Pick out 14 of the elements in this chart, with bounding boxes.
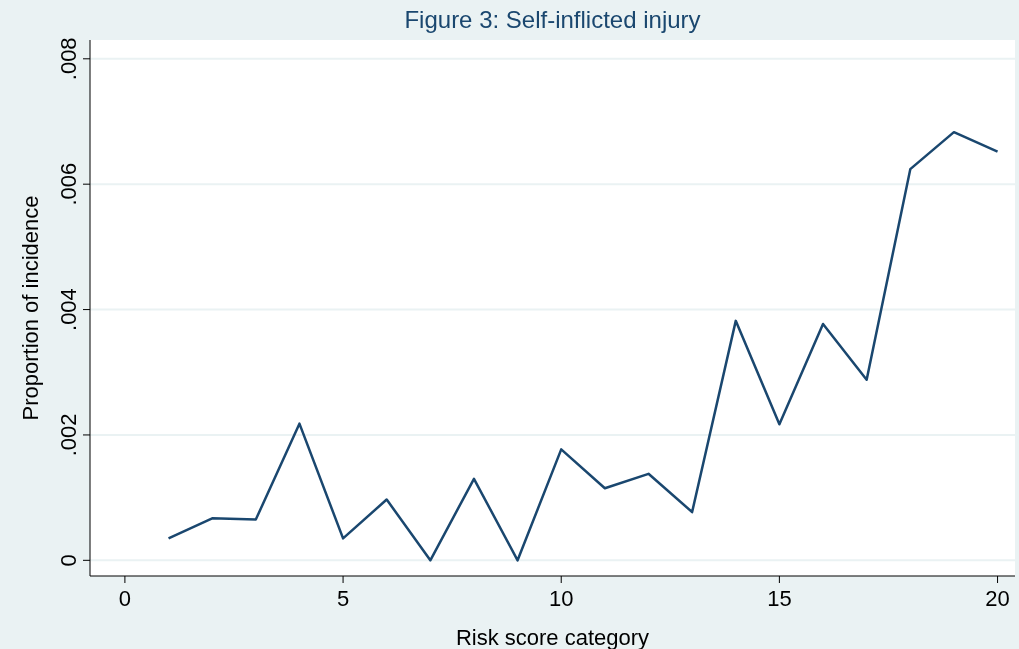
y-axis-title: Proportion of incidence — [18, 195, 43, 421]
x-tick-label: 20 — [985, 586, 1010, 611]
y-tick-label: 0 — [56, 554, 81, 567]
x-axis-title: Risk score category — [455, 625, 650, 649]
line-series — [167, 130, 999, 562]
y-tick-label: .008 — [56, 37, 81, 81]
y-tick-label: .006 — [56, 162, 81, 206]
x-tick-label: 10 — [548, 586, 574, 611]
x-tick-label: 15 — [767, 586, 792, 611]
y-tick-label: .004 — [56, 288, 81, 331]
y-tick-label: .002 — [56, 413, 81, 457]
x-tick-label: 5 — [336, 586, 350, 611]
x-tick-label: 0 — [118, 586, 132, 611]
chart-title: Figure 3: Self-inflicted injury — [404, 6, 701, 33]
